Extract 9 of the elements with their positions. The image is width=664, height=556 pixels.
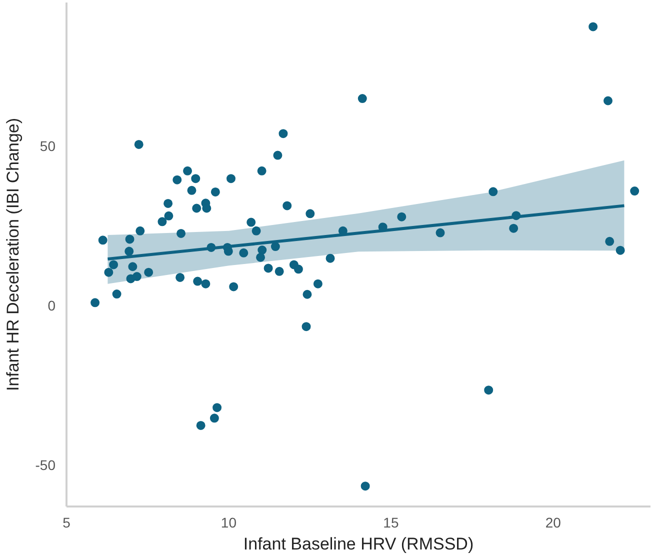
y-tick-label: 50: [40, 138, 56, 154]
x-tick-label: 5: [62, 514, 71, 530]
x-tick-label: 20: [545, 514, 562, 530]
x-tick-label: 15: [383, 514, 399, 530]
x-tick-label: 10: [220, 514, 237, 530]
y-axis-title: Infant HR Deceleration (IBI Change): [3, 118, 22, 392]
x-axis-title: Infant Baseline HRV (RMSSD): [243, 534, 474, 554]
y-tick-label: 0: [48, 298, 56, 314]
y-tick-label: -50: [35, 457, 56, 474]
